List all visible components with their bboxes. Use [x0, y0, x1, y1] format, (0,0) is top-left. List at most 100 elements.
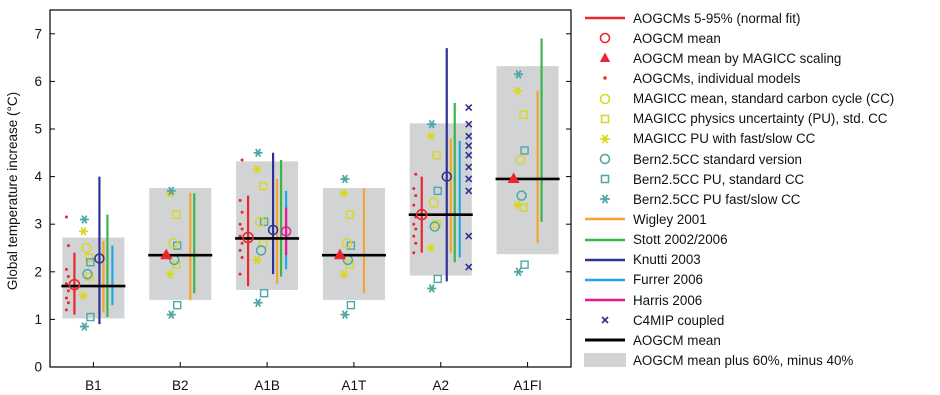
legend-label: AOGCMs 5-95% (normal fit)	[633, 10, 801, 26]
legend-label: AOGCM mean	[633, 332, 721, 348]
legend-label: Bern2.5CC standard version	[633, 151, 802, 167]
legend-item: Harris 2006	[583, 290, 933, 310]
legend-item: AOGCMs 5-95% (normal fit)	[583, 8, 933, 28]
legend-symbol-square	[600, 174, 610, 184]
c4mip-coupled-marker	[465, 151, 473, 159]
x-tick-label: B1	[85, 378, 102, 393]
y-tick-label: 4	[34, 169, 42, 184]
magicc-pu-fast-slow-cc-marker	[426, 131, 436, 141]
legend-item: C4MIP coupled	[583, 310, 933, 330]
bern25cc-pu-fast-slow-cc-marker	[514, 267, 524, 277]
y-tick-label: 6	[34, 74, 42, 89]
aogcm-individual-model-dot	[238, 222, 242, 226]
legend-item: AOGCMs, individual models	[583, 68, 933, 88]
magicc-pu-fast-slow-cc-marker	[339, 188, 349, 198]
knutti-2003-mean-marker	[94, 253, 105, 264]
legend-item: AOGCM mean plus 60%, minus 40%	[583, 350, 933, 370]
c4mip-coupled-marker	[465, 175, 473, 183]
x-tick-label: A1FI	[513, 378, 542, 393]
legend-symbol-line	[585, 298, 625, 302]
aogcm-individual-model-dot	[238, 248, 242, 252]
legend-symbol-line	[585, 238, 625, 241]
aogcm-mean-marker	[415, 208, 428, 221]
legend-item: Wigley 2001	[583, 209, 933, 229]
legend-item: MAGICC physics uncertainty (PU), std. CC	[583, 109, 933, 129]
harris-2006-mean-marker	[280, 226, 292, 237]
knutti-2003-mean-marker	[267, 224, 279, 236]
x-tick-label: A2	[432, 378, 449, 393]
bern25cc-pu-fast-slow-cc-marker	[340, 310, 350, 319]
legend-label: Knutti 2003	[633, 252, 701, 268]
magicc-pu-standard-cc-marker	[432, 150, 441, 160]
aogcm-mean-marker	[242, 231, 254, 244]
bern25cc-pu-fast-slow-cc-marker	[166, 310, 176, 319]
bern25cc-pu-standard-cc-marker	[86, 258, 95, 267]
magicc-pu-fast-slow-cc-marker	[339, 269, 349, 279]
aogcm-mean-marker	[68, 278, 81, 291]
aogcm-individual-model-dot	[412, 203, 416, 207]
bern25cc-pu-standard-cc-marker	[86, 312, 95, 322]
y-tick-label: 7	[34, 26, 42, 41]
bern25cc-pu-standard-cc-marker	[259, 217, 269, 227]
y-tick-label: 5	[34, 122, 42, 137]
y-axis-label: Global temperature increase (°C)	[5, 92, 20, 290]
legend-symbol-circle	[599, 93, 611, 104]
y-tick-label: 3	[34, 217, 42, 232]
aogcm-mean-by-magicc-scaling-marker	[160, 248, 173, 260]
magicc-mean-standard-cc-marker	[428, 197, 439, 209]
bern25cc-pu-fast-slow-cc-marker	[340, 174, 350, 184]
aogcm-range-box	[496, 66, 559, 255]
legend-item: AOGCM mean by MAGICC scaling	[583, 48, 933, 68]
bern25cc-pu-fast-slow-cc-marker	[253, 148, 263, 158]
magicc-pu-fast-slow-cc-marker	[513, 200, 523, 210]
aogcm-individual-model-dot	[412, 222, 416, 226]
aogcm-individual-model-dot	[412, 187, 416, 190]
legend-label: C4MIP coupled	[633, 312, 725, 328]
aogcm-individual-model-dot	[66, 244, 70, 248]
bern25cc-standard-version-marker	[255, 245, 267, 256]
bern25cc-standard-version-marker	[429, 221, 440, 232]
bern25cc-pu-standard-cc-marker	[520, 146, 529, 155]
legend-symbol-square	[600, 114, 610, 124]
c4mip-coupled-marker	[465, 232, 473, 240]
legend-item: Furrer 2006	[583, 270, 933, 290]
aogcm-individual-model-dot	[414, 172, 418, 176]
aogcm-individual-model-dot	[240, 256, 244, 260]
magicc-mean-standard-cc-marker	[168, 237, 179, 249]
c4mip-coupled-marker	[465, 120, 473, 128]
y-tick-label: 0	[34, 360, 42, 375]
legend-item: MAGICC PU with fast/slow CC	[583, 129, 933, 149]
legend: AOGCMs 5-95% (normal fit) AOGCM mean AOGCM…	[583, 8, 933, 371]
aogcm-individual-model-dot	[66, 289, 70, 293]
magicc-pu-standard-cc-marker	[172, 210, 181, 219]
magicc-mean-standard-cc-marker	[515, 154, 526, 166]
legend-symbol-star	[600, 194, 610, 204]
legend-symbol-triangle	[599, 52, 611, 63]
y-tick-label: 1	[34, 312, 42, 327]
magicc-pu-fast-slow-cc-marker	[165, 269, 175, 279]
aogcm-individual-model-dot	[238, 234, 242, 238]
bern25cc-pu-fast-slow-cc-marker	[79, 322, 89, 331]
aogcm-mean-by-magicc-scaling-marker	[507, 172, 520, 184]
aogcm-individual-model-dot	[414, 241, 418, 245]
plot-frame	[49, 9, 572, 368]
magicc-pu-fast-slow-cc-marker	[78, 291, 88, 300]
x-tick-label: A1T	[342, 378, 367, 393]
c4mip-coupled-marker	[465, 132, 473, 140]
magicc-pu-standard-cc-marker	[432, 219, 441, 229]
bern25cc-standard-version-marker	[516, 190, 527, 201]
bern25cc-pu-fast-slow-cc-marker	[514, 69, 524, 79]
magicc-mean-standard-cc-marker	[254, 216, 266, 228]
aogcm-individual-model-dot	[238, 198, 242, 202]
aogcm-mean-by-magicc-scaling-marker	[333, 248, 347, 260]
legend-label: AOGCMs, individual models	[633, 70, 801, 86]
aogcm-individual-model-dot	[66, 275, 70, 279]
aogcm-individual-model-dot	[64, 282, 68, 286]
c4mip-coupled-marker	[465, 104, 473, 112]
aogcm-individual-model-dot	[64, 296, 68, 300]
aogcm-range-box	[409, 123, 472, 276]
bern25cc-pu-fast-slow-cc-marker	[79, 215, 89, 224]
legend-label: AOGCM mean	[633, 30, 721, 46]
aogcm-individual-model-dot	[412, 251, 416, 255]
bern25cc-standard-version-marker	[82, 268, 93, 280]
